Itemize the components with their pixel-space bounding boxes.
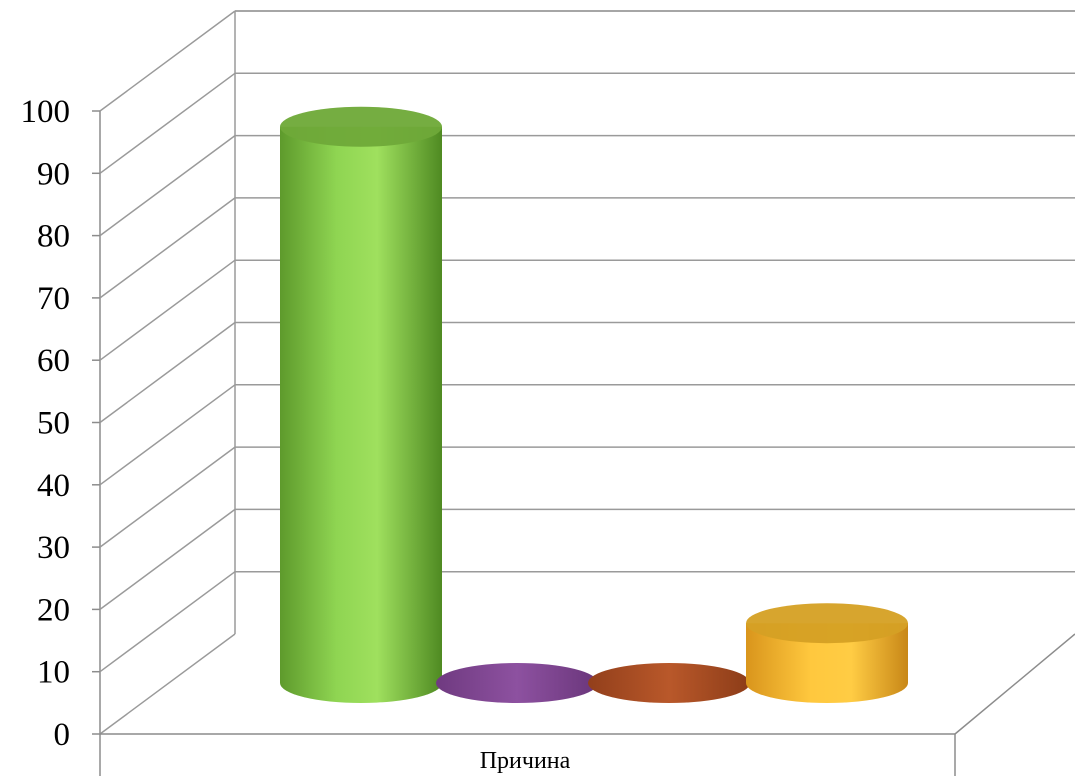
bar-1-top-shade (280, 106, 442, 147)
bars (280, 106, 908, 703)
y-tick-label: 50 (37, 406, 70, 442)
side-gridline (99, 197, 236, 299)
bar-2 (436, 663, 598, 703)
y-tick-label: 70 (37, 281, 70, 317)
y-tick-label: 20 (37, 592, 70, 628)
floor: Причина (99, 633, 1075, 776)
side-gridline (99, 384, 236, 486)
side-gridline (99, 508, 236, 611)
side-gridline (99, 633, 236, 735)
side-gridline (99, 571, 236, 673)
side-gridline (99, 259, 236, 361)
bar-1-body (280, 126, 442, 703)
bar-4-top (746, 603, 908, 644)
bar-1-top (280, 106, 442, 147)
side-gridline (99, 134, 236, 237)
side-gridline (99, 446, 236, 548)
side-gridline (99, 321, 236, 424)
bar-3-disc (588, 663, 750, 703)
side-gridline (99, 10, 236, 112)
side-gridline (99, 72, 236, 174)
y-tick-label: 80 (37, 219, 70, 255)
y-tick-label: 0 (54, 717, 71, 753)
category-label: Причина (480, 748, 571, 774)
bar-4 (746, 603, 908, 703)
bar-3 (588, 663, 750, 703)
bar-4-top-shade (746, 603, 908, 644)
y-tick-label: 40 (37, 468, 70, 504)
y-axis-tick-labels: 0 10 20 30 40 50 60 70 80 90 100 (21, 94, 71, 753)
bar-4-body (746, 623, 908, 703)
gridlines (92, 10, 1075, 735)
floor-right-edge (954, 633, 1075, 735)
y-tick-label: 30 (37, 530, 70, 566)
bar-1 (280, 106, 442, 703)
y-tick-label: 10 (37, 655, 70, 691)
y-tick-label: 100 (21, 94, 71, 130)
y-tick-label: 90 (37, 156, 70, 192)
bar-2-disc (436, 663, 598, 703)
y-tick-label: 60 (37, 343, 70, 379)
